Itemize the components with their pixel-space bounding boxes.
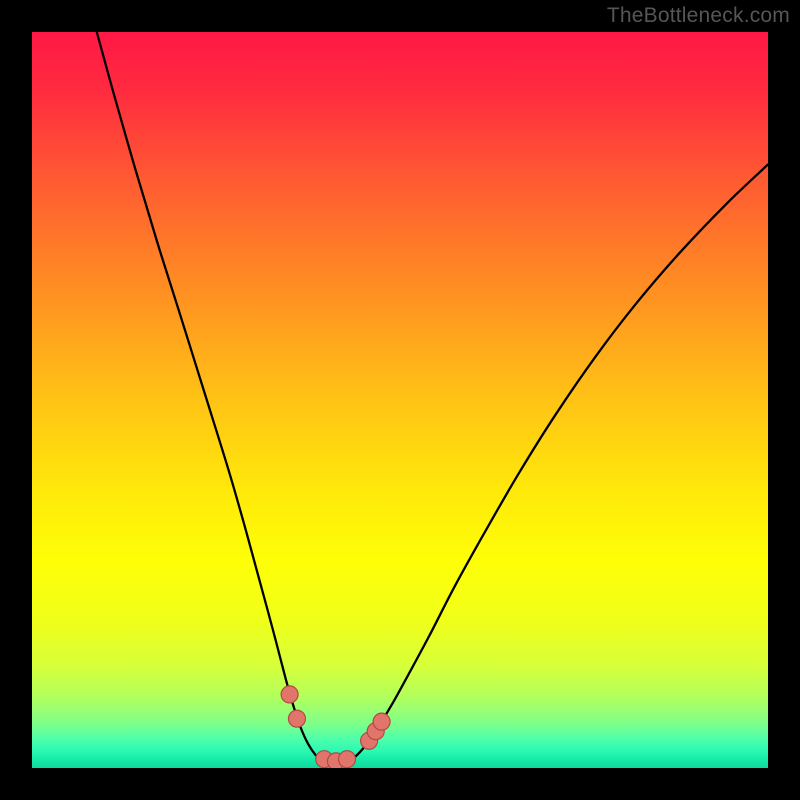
chart-container: TheBottleneck.com xyxy=(0,0,800,800)
watermark-text: TheBottleneck.com xyxy=(607,4,790,28)
gradient-background xyxy=(32,32,768,768)
data-marker xyxy=(288,710,305,727)
plot-area xyxy=(32,32,768,768)
data-marker xyxy=(373,713,390,730)
data-marker xyxy=(339,751,356,768)
data-marker xyxy=(281,686,298,703)
plot-svg xyxy=(32,32,768,768)
